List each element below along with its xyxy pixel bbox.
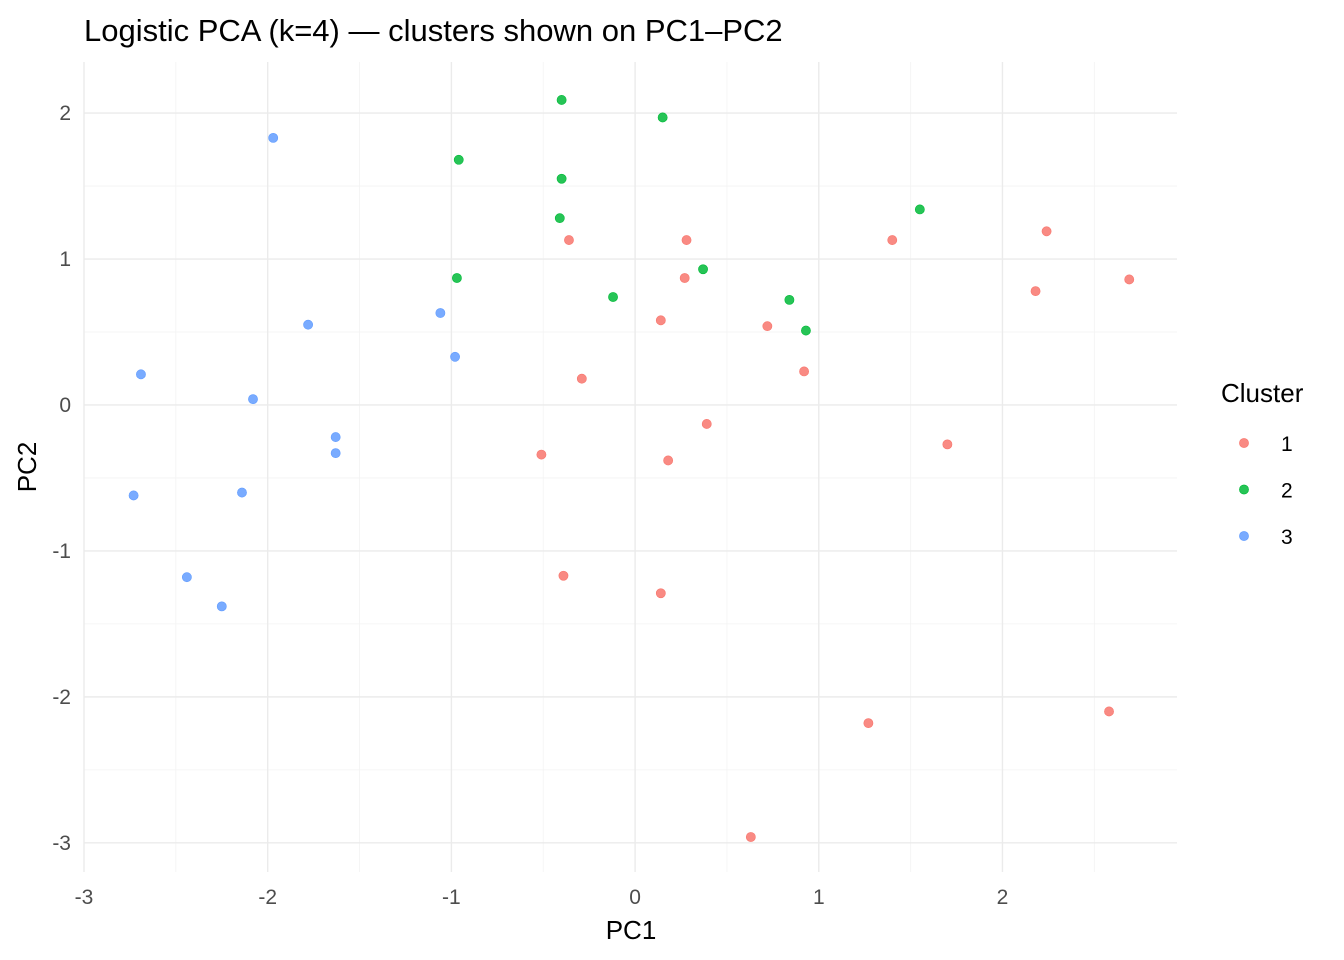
data-point-cluster-1	[1124, 274, 1135, 285]
y-axis-ticks: -3 -2 -1 0 1 2	[52, 102, 71, 855]
y-tick-label: 0	[59, 394, 71, 417]
x-tick-label: -1	[442, 886, 461, 909]
data-point-cluster-2	[698, 264, 708, 275]
y-tick-label: -2	[52, 686, 71, 709]
data-point-cluster-1	[762, 321, 773, 332]
grid	[83, 62, 1177, 872]
data-point-cluster-1	[1104, 706, 1114, 717]
data-point-cluster-1	[942, 439, 953, 450]
data-point-cluster-2	[801, 325, 811, 336]
x-tick-label: 0	[629, 886, 641, 909]
data-point-cluster-3	[435, 308, 446, 318]
data-point-cluster-1	[863, 718, 874, 729]
data-point-cluster-2	[657, 112, 668, 123]
y-axis-title: PC2	[12, 442, 42, 493]
legend-key-1	[1239, 438, 1249, 448]
data-point-cluster-1	[679, 273, 690, 283]
data-point-cluster-3	[136, 369, 146, 380]
y-tick-label: 1	[59, 248, 71, 271]
x-tick-label: 2	[997, 886, 1009, 909]
data-point-cluster-2	[554, 213, 565, 224]
data-point-cluster-1	[681, 235, 692, 245]
y-tick-label: 2	[59, 102, 71, 125]
data-point-cluster-1	[558, 570, 569, 581]
legend-label-2: 2	[1281, 480, 1293, 503]
legend-key-2	[1239, 484, 1249, 495]
x-axis-title: PC1	[606, 915, 657, 945]
data-point-cluster-3	[237, 487, 247, 498]
x-tick-label: -3	[75, 886, 94, 909]
legend-label-3: 3	[1281, 526, 1293, 549]
y-tick-label: -1	[52, 540, 71, 563]
data-point-cluster-1	[564, 235, 574, 245]
data-point-cluster-3	[268, 132, 279, 143]
data-point-cluster-2	[453, 154, 464, 165]
legend-title: Cluster	[1221, 378, 1304, 408]
data-point-cluster-2	[608, 292, 618, 302]
data-point-cluster-1	[701, 419, 712, 429]
data-point-cluster-1	[663, 455, 674, 466]
data-point-cluster-3	[216, 601, 227, 612]
data-point-cluster-3	[450, 351, 460, 362]
x-tick-label: 1	[813, 886, 825, 909]
chart-title: Logistic PCA (k=4) — clusters shown on P…	[84, 13, 783, 48]
data-point-cluster-2	[452, 273, 462, 283]
data-point-cluster-3	[303, 319, 314, 330]
data-point-cluster-3	[181, 572, 192, 583]
data-point-cluster-1	[799, 366, 809, 377]
data-point-cluster-1	[745, 832, 756, 842]
legend-label-1: 1	[1281, 433, 1293, 456]
legend-key-3	[1239, 531, 1249, 541]
data-point-cluster-2	[556, 173, 567, 184]
data-point-cluster-3	[330, 448, 341, 459]
data-point-cluster-1	[576, 373, 587, 384]
data-point-cluster-3	[248, 394, 258, 405]
data-point-cluster-2	[784, 294, 795, 305]
data-point-cluster-1	[655, 315, 666, 326]
legend: Cluster 1 2 3	[1221, 378, 1304, 549]
y-tick-label: -3	[52, 832, 71, 855]
data-point-cluster-1	[655, 588, 666, 599]
x-axis-ticks: -3 -2 -1 0 1 2	[75, 886, 1009, 909]
data-point-cluster-1	[1030, 286, 1041, 297]
data-point-cluster-1	[1041, 226, 1052, 237]
data-points	[128, 95, 1135, 842]
data-point-cluster-1	[536, 449, 547, 460]
data-point-cluster-1	[887, 235, 898, 245]
data-point-cluster-3	[128, 490, 139, 501]
data-point-cluster-2	[556, 95, 567, 105]
data-point-cluster-3	[330, 432, 341, 442]
x-tick-label: -2	[258, 886, 277, 909]
data-point-cluster-2	[914, 204, 925, 215]
